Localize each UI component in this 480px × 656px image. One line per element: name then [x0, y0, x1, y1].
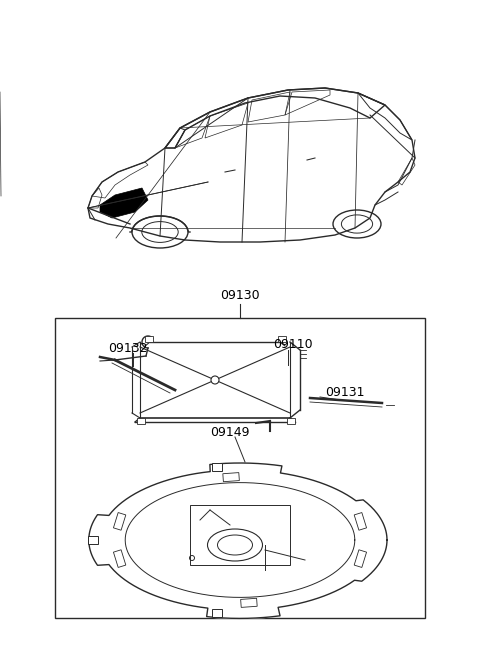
Bar: [278, 336, 286, 342]
Polygon shape: [113, 512, 126, 530]
Polygon shape: [113, 550, 126, 567]
Text: 09132: 09132: [108, 342, 147, 354]
Polygon shape: [223, 472, 240, 482]
Bar: [212, 609, 222, 617]
Text: 09131: 09131: [325, 386, 364, 400]
Text: 09130: 09130: [220, 289, 260, 302]
Polygon shape: [354, 550, 367, 567]
Text: 09110: 09110: [273, 338, 312, 352]
Bar: [190, 505, 290, 565]
Text: 09149: 09149: [210, 426, 250, 438]
Bar: [287, 418, 295, 424]
Polygon shape: [240, 598, 257, 607]
Bar: [88, 536, 98, 544]
Bar: [212, 463, 222, 472]
Bar: [137, 418, 145, 424]
Polygon shape: [100, 188, 148, 218]
Polygon shape: [354, 512, 367, 530]
Polygon shape: [89, 463, 387, 619]
Bar: [55, 318, 425, 618]
Circle shape: [211, 376, 219, 384]
Bar: [145, 336, 153, 342]
